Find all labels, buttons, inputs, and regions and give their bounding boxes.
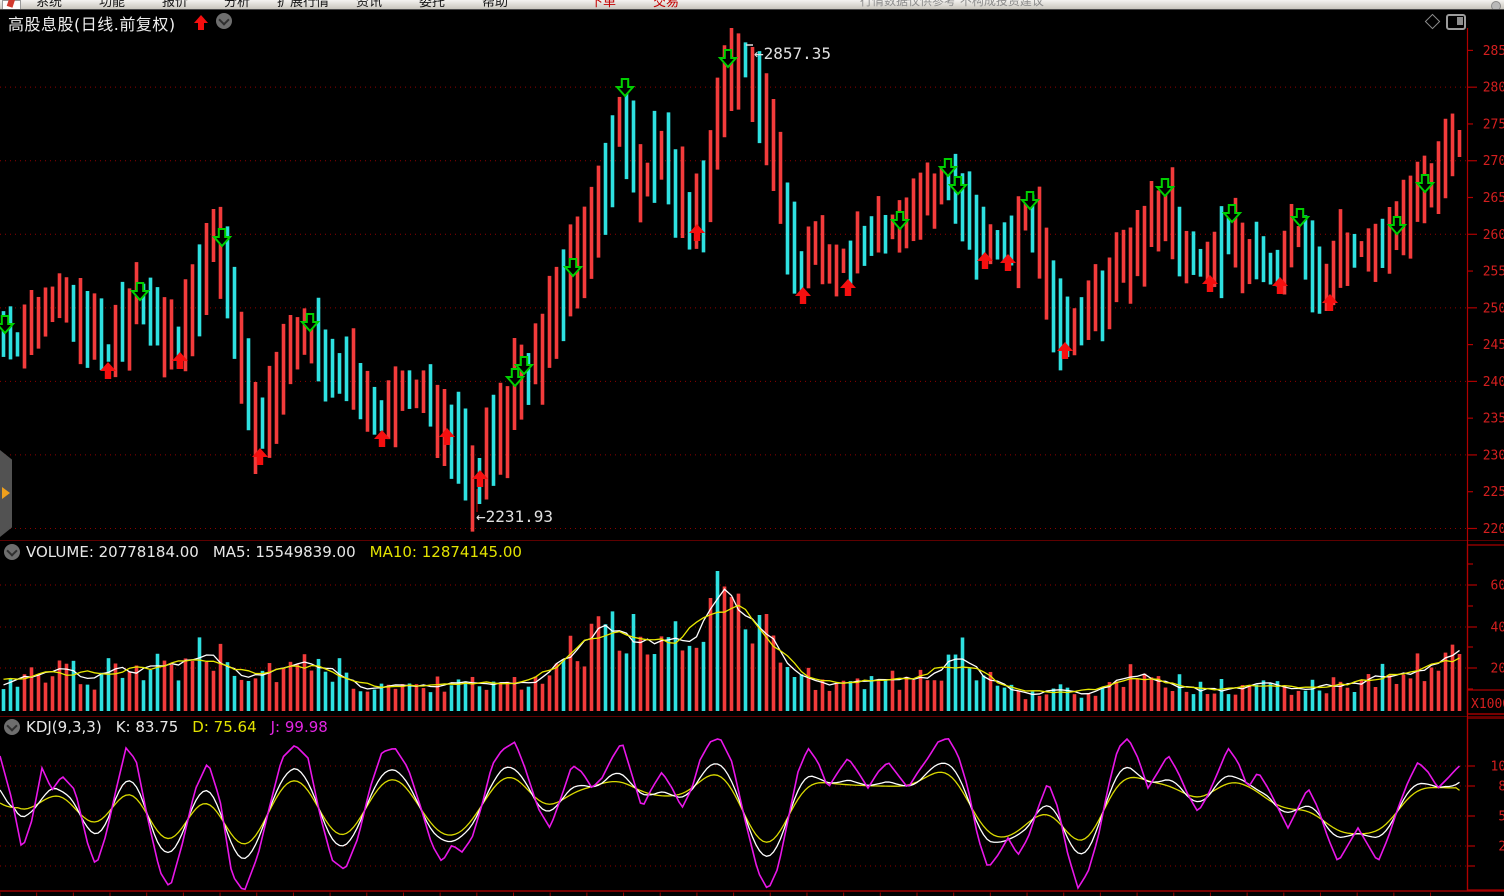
kdj-k-value: K: 83.75 [115, 718, 179, 736]
buy-signal-arrow [689, 224, 705, 241]
app-logo-icon [2, 0, 21, 9]
sell-signal-arrow [504, 368, 526, 388]
svg-text:2300: 2300 [1483, 448, 1504, 463]
volume-panel-header: VOLUME: 20778184.00 MA5: 15549839.00 MA10:… [0, 543, 536, 563]
volume-series [1, 571, 1462, 711]
sell-signal-arrow [1414, 174, 1436, 194]
menu-item[interactable]: 扩展行情 [277, 0, 330, 10]
low-price-annotation: ←2231.93 [476, 507, 553, 526]
menu-item[interactable]: 帮助 [482, 0, 509, 10]
buy-signal-arrow [977, 252, 993, 269]
svg-text:50: 50 [1498, 810, 1504, 825]
menu-item[interactable]: 报价 [162, 0, 189, 10]
buy-signal-arrow [252, 448, 268, 465]
collapse-kdj-panel-button[interactable] [4, 719, 20, 735]
up-arrow-indicator-icon [194, 15, 208, 30]
kdj-series [0, 737, 1461, 891]
expand-arrow-icon [2, 487, 10, 499]
sell-signal-arrow [614, 78, 636, 98]
kdj-panel-header: KDJ(9,3,3) K: 83.75 D: 75.64 J: 99.98 [0, 718, 342, 738]
svg-text:2350: 2350 [1483, 412, 1504, 427]
sell-signal-arrow [129, 282, 151, 302]
buy-signal-arrow [472, 470, 488, 487]
volume-ma10-value: MA10: 12874145.00 [369, 543, 522, 561]
svg-text:400: 400 [1491, 621, 1504, 636]
menu-item[interactable]: 委托 [419, 0, 446, 10]
window-button[interactable] [1491, 1, 1501, 9]
sell-signal-arrow [299, 313, 321, 333]
chart-title-bar: 高股息股(日线.前复权) [0, 9, 1504, 34]
sell-signal-arrow [562, 258, 584, 278]
buy-signal-arrow [172, 352, 188, 369]
diamond-icon[interactable] [1424, 13, 1441, 30]
chart-title: 高股息股(日线.前复权) [8, 15, 176, 34]
svg-text:20: 20 [1498, 840, 1504, 855]
buy-signal-arrow [1322, 294, 1338, 311]
menu-item[interactable]: 系统 [36, 0, 63, 10]
buy-signal-arrow [374, 430, 390, 447]
svg-text:2250: 2250 [1483, 485, 1504, 500]
sell-signal-arrow [1386, 216, 1408, 236]
buy-signal-arrow [100, 362, 116, 379]
menu-item-highlight[interactable]: 交易 [653, 0, 680, 10]
collapse-main-chart-button[interactable] [216, 13, 232, 29]
kdj-j-value: J: 99.98 [270, 718, 328, 736]
menu-item[interactable]: 分析 [224, 0, 251, 10]
svg-text:2850: 2850 [1483, 44, 1504, 59]
svg-text:600: 600 [1491, 579, 1504, 594]
sell-signal-arrow [717, 49, 739, 69]
buy-signal-arrow [1202, 275, 1218, 292]
svg-text:2650: 2650 [1483, 191, 1504, 206]
buy-signal-arrow [1057, 342, 1073, 359]
buy-signal-arrow [1272, 277, 1288, 294]
menu-item[interactable]: 功能 [99, 0, 126, 10]
volume-value: VOLUME: 20778184.00 [26, 543, 199, 561]
menu-item-highlight[interactable]: 下单 [590, 0, 617, 10]
sell-signal-arrow [889, 211, 911, 231]
kdj-d-value: D: 75.64 [192, 718, 257, 736]
menu-bar: 系统 功能 报价 分析 扩展行情 资讯 委托 帮助 下单 交易 行情数据仅供参考 不构成投资建议 [0, 0, 1504, 10]
sell-signal-arrow [1019, 191, 1041, 211]
high-price-annotation: ←2857.35 [754, 44, 831, 63]
layout-split-icon[interactable] [1446, 14, 1466, 30]
svg-text:200: 200 [1491, 662, 1504, 677]
svg-text:2750: 2750 [1483, 117, 1504, 132]
sell-signal-arrow [937, 158, 959, 178]
svg-text:2450: 2450 [1483, 338, 1504, 353]
svg-text:2550: 2550 [1483, 265, 1504, 280]
svg-text:100: 100 [1491, 760, 1504, 775]
sidebar-expand-handle[interactable] [0, 450, 12, 537]
svg-text:2600: 2600 [1483, 228, 1504, 243]
svg-text:2500: 2500 [1483, 301, 1504, 316]
svg-text:2400: 2400 [1483, 375, 1504, 390]
sell-signal-arrow [1289, 208, 1311, 228]
topbar-watermark: 行情数据仅供参考 不构成投资建议 [860, 0, 1044, 8]
buy-signal-arrow [795, 287, 811, 304]
candlestick-series [0, 28, 1462, 532]
sell-signal-arrow [1221, 204, 1243, 224]
sell-signal-arrow [1154, 178, 1176, 198]
svg-text:2200: 2200 [1483, 522, 1504, 537]
buy-signal-arrow [840, 279, 856, 296]
sell-signal-arrow [513, 356, 535, 376]
svg-text:2700: 2700 [1483, 154, 1504, 169]
volume-ma5-value: MA5: 15549839.00 [212, 543, 356, 561]
kdj-name: KDJ(9,3,3) [26, 718, 102, 736]
sell-signal-arrow [947, 176, 969, 196]
sell-signal-arrow [211, 228, 233, 248]
collapse-volume-panel-button[interactable] [4, 544, 20, 560]
svg-text:2800: 2800 [1483, 81, 1504, 96]
svg-text:80: 80 [1498, 780, 1504, 795]
volume-multiplier-label: X10000 [1471, 697, 1504, 712]
sell-signal-arrow [0, 315, 16, 335]
menu-item[interactable]: 资讯 [356, 0, 383, 10]
buy-signal-arrow [1000, 254, 1016, 271]
buy-signal-arrow [439, 428, 455, 445]
